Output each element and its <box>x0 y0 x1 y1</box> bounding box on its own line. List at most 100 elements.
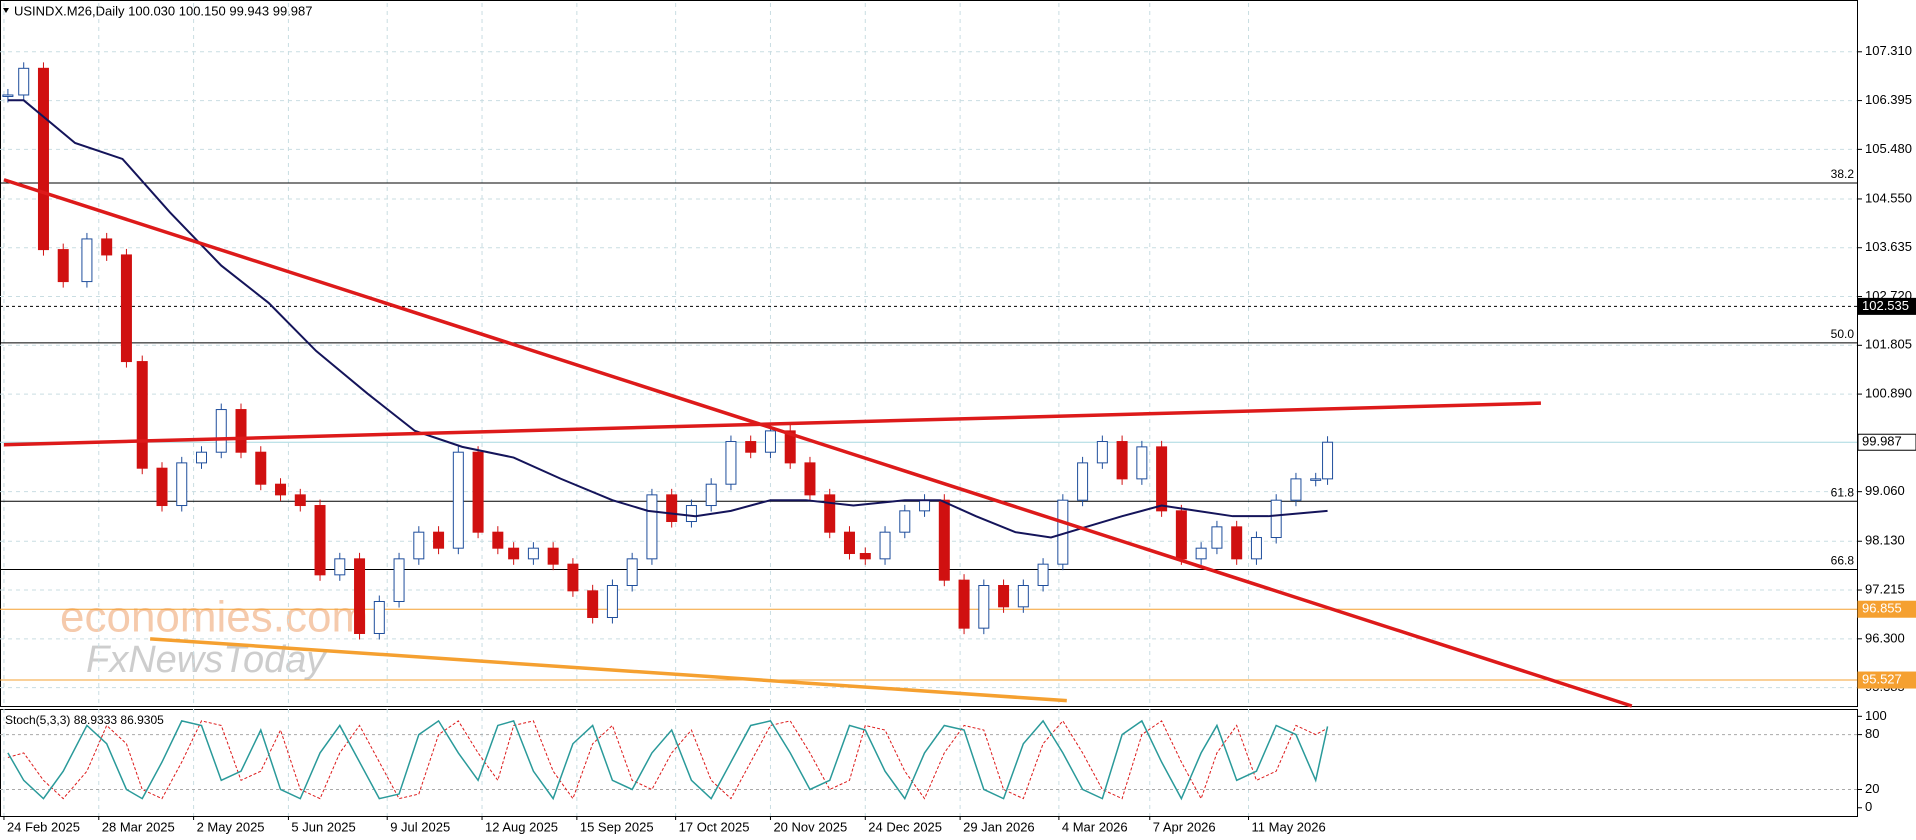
y-tick-label: 105.480 <box>1865 141 1912 156</box>
x-tick-label: 5 Jun 2025 <box>291 819 355 834</box>
candle <box>255 451 267 485</box>
x-tick-label: 12 Aug 2025 <box>485 819 558 834</box>
y-tick-label: 104.550 <box>1865 190 1912 205</box>
candle <box>413 531 425 560</box>
candle <box>843 531 855 555</box>
y-tick-label: 100.890 <box>1865 386 1912 401</box>
fib-label: 66.8 <box>1831 554 1855 568</box>
x-tick-label: 7 Apr 2026 <box>1153 819 1216 834</box>
price-box <box>1857 671 1916 689</box>
candle <box>373 600 385 634</box>
candle <box>784 430 796 464</box>
candle <box>1211 526 1223 549</box>
price-box-label: 99.987 <box>1862 434 1902 449</box>
candle <box>919 499 931 512</box>
watermark: economies.com <box>60 593 368 642</box>
watermark: FxNewsToday <box>86 639 327 681</box>
candle <box>1322 441 1334 480</box>
x-tick-label: 20 Nov 2025 <box>773 819 847 834</box>
y-tick-label: 80 <box>1865 726 1879 741</box>
chart-title: USINDX.M26,Daily 100.030 100.150 99.943 … <box>14 3 312 18</box>
candle <box>176 462 188 507</box>
candle <box>275 483 287 496</box>
candle <box>587 590 599 618</box>
y-tick-label: 96.300 <box>1865 630 1905 645</box>
candle <box>136 361 148 469</box>
y-tick-label: 103.635 <box>1865 239 1912 254</box>
candle <box>472 451 484 533</box>
candle <box>626 558 638 587</box>
candle <box>685 505 697 523</box>
y-tick-label: 0 <box>1865 799 1872 814</box>
fib-label: 61.8 <box>1831 485 1855 499</box>
candle <box>492 531 504 549</box>
candle <box>433 531 445 549</box>
candle <box>527 547 539 560</box>
stoch-main <box>7 719 1329 801</box>
x-tick-label: 15 Sep 2025 <box>580 819 654 834</box>
candle <box>196 451 208 464</box>
candle <box>1136 446 1148 480</box>
candle <box>998 585 1010 608</box>
trendline <box>3 178 1633 708</box>
candle <box>354 558 366 634</box>
price-panel <box>0 0 1858 707</box>
candle <box>804 462 816 496</box>
y-tick-label: 101.805 <box>1865 337 1912 352</box>
candle <box>37 67 49 251</box>
candle <box>725 441 737 485</box>
y-tick-label: 98.130 <box>1865 533 1905 548</box>
y-tick-label: 100 <box>1865 708 1887 723</box>
candle <box>452 451 464 549</box>
candle <box>899 510 911 533</box>
x-tick-label: 4 Mar 2026 <box>1062 819 1128 834</box>
candle <box>120 254 132 363</box>
candle <box>2 94 14 97</box>
candle <box>235 409 247 453</box>
oscillator-title: Stoch(5,3,3) 88.9333 86.9305 <box>5 713 164 727</box>
candle <box>1290 478 1302 501</box>
candle <box>81 238 93 283</box>
candle <box>859 553 871 560</box>
candle <box>101 238 113 256</box>
candle <box>1195 547 1207 560</box>
candle <box>156 467 168 507</box>
fib-label: 50.0 <box>1831 327 1855 341</box>
candle <box>294 494 306 507</box>
candle <box>567 563 579 592</box>
candle <box>1231 526 1243 560</box>
x-tick-label: 9 Jul 2025 <box>390 819 450 834</box>
candle <box>879 531 891 560</box>
candle <box>646 494 658 560</box>
oscillator-panel <box>0 709 1858 817</box>
trendline <box>3 401 1541 447</box>
trendline <box>150 637 1067 703</box>
candle <box>1037 563 1049 587</box>
candle <box>547 547 559 565</box>
candle <box>764 430 776 453</box>
candle <box>393 558 405 602</box>
candle <box>508 547 520 560</box>
candle <box>958 579 970 629</box>
candle <box>938 499 950 581</box>
price-box-label: 102.535 <box>1862 298 1909 313</box>
candle <box>1175 510 1187 560</box>
candle <box>1116 441 1128 480</box>
stoch-signal <box>7 720 1328 800</box>
price-box-label: 95.527 <box>1862 671 1902 686</box>
candle <box>705 483 717 507</box>
x-tick-label: 17 Oct 2025 <box>679 819 750 834</box>
candle <box>1310 478 1322 481</box>
y-tick-label: 99.060 <box>1865 483 1905 498</box>
x-tick-label: 2 May 2025 <box>197 819 265 834</box>
candle <box>1017 585 1029 608</box>
candle <box>1270 499 1282 539</box>
x-tick-label: 24 Feb 2025 <box>7 819 80 834</box>
candle <box>57 249 69 283</box>
price-box <box>1857 600 1916 618</box>
candle <box>1077 462 1089 501</box>
title-arrow <box>3 8 9 13</box>
price-box <box>1857 297 1916 315</box>
y-tick-label: 106.395 <box>1865 92 1912 107</box>
